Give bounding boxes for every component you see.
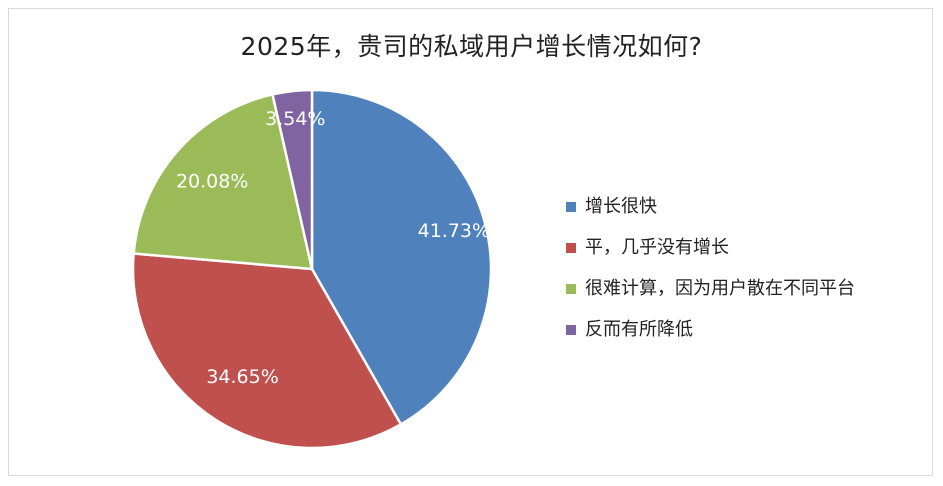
legend-label-2: 平，几乎没有增长 [585,237,729,258]
data-label-1: 41.73% [418,220,490,242]
pie-slice-2 [131,252,403,450]
legend-label-3: 很难计算，因为用户散在不同平台 [585,278,855,299]
pie-slice-4 [271,88,314,270]
pie-slices [131,88,493,450]
legend-label-4: 反而有所降低 [585,319,693,340]
legend-swatch-4 [566,325,576,335]
legend-label-1: 增长很快 [585,196,657,217]
chart-title: 2025年，贵司的私域用户增长情况如何? [240,32,703,61]
legend-swatch-1 [566,202,576,212]
data-label-4: 3.54% [265,108,325,130]
data-label-2: 34.65% [206,366,278,388]
data-label-3: 20.08% [176,170,248,192]
pie-data-labels: 41.73% 34.65% 20.08% 3.54% [176,108,490,388]
legend-swatch-2 [566,243,576,253]
pie-slice-1 [310,88,493,427]
pie-slice-3 [132,92,314,271]
legend-swatch-3 [566,284,576,294]
